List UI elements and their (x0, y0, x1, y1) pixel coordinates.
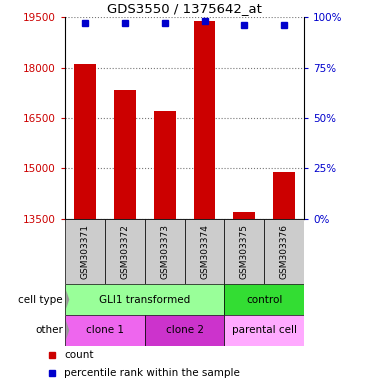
Bar (114, 89, 136, 219)
Bar (224, 315, 304, 346)
Bar (233, 212, 255, 219)
Text: GSM303375: GSM303375 (240, 224, 249, 279)
Text: clone 2: clone 2 (165, 325, 204, 335)
Text: GSM303374: GSM303374 (200, 224, 209, 279)
Text: control: control (246, 295, 283, 305)
Text: count: count (65, 350, 94, 360)
Text: other: other (35, 325, 63, 335)
Text: percentile rank within the sample: percentile rank within the sample (65, 367, 240, 377)
Text: GSM303376: GSM303376 (280, 224, 289, 279)
Text: parental cell: parental cell (232, 325, 297, 335)
Bar (145, 219, 185, 284)
Bar (185, 219, 224, 284)
Text: clone 1: clone 1 (86, 325, 124, 335)
Title: GDS3550 / 1375642_at: GDS3550 / 1375642_at (107, 2, 262, 15)
Text: GSM303373: GSM303373 (160, 224, 169, 279)
Bar (224, 219, 264, 284)
Bar (105, 219, 145, 284)
Bar (65, 219, 105, 284)
Text: GSM303372: GSM303372 (120, 224, 129, 279)
Bar (65, 315, 145, 346)
Bar (154, 111, 175, 219)
Text: GLI1 transformed: GLI1 transformed (99, 295, 190, 305)
Bar (65, 284, 224, 315)
Text: cell type: cell type (18, 295, 63, 305)
Bar (224, 284, 304, 315)
Bar (264, 219, 304, 284)
Bar (194, 21, 216, 219)
Bar (74, 65, 96, 219)
Text: GSM303371: GSM303371 (81, 224, 89, 279)
Bar (145, 315, 224, 346)
Polygon shape (66, 290, 69, 309)
Polygon shape (66, 321, 69, 339)
Bar (273, 172, 295, 219)
